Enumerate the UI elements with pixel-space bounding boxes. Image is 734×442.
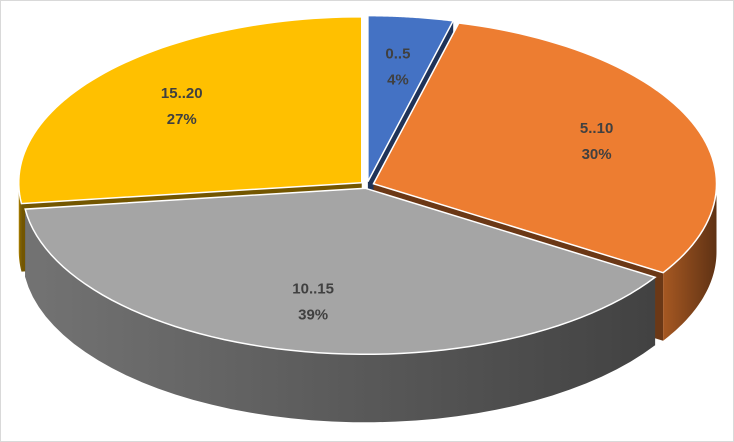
pie-slice — [372, 22, 718, 274]
pie-slice — [367, 14, 455, 182]
slice-value-label: 30% — [582, 146, 612, 163]
pie-3d: 0..5 4% 5..10 30% 10..15 39% 15..20 27% — [18, 14, 718, 423]
slice-label: 10..15 — [292, 281, 334, 298]
slice-label: 0..5 — [385, 45, 410, 62]
slice-wall — [663, 183, 717, 341]
slice-wall — [25, 209, 656, 423]
slice-label: 15..20 — [161, 85, 203, 102]
pie-slice — [24, 187, 657, 356]
slice-label: 5..10 — [580, 120, 613, 137]
slice-wall — [18, 182, 22, 272]
slice-value-label: 27% — [167, 111, 197, 128]
slice-value-label: 39% — [298, 307, 328, 324]
pie-slice — [18, 16, 363, 205]
slice-value-label: 4% — [387, 71, 409, 88]
